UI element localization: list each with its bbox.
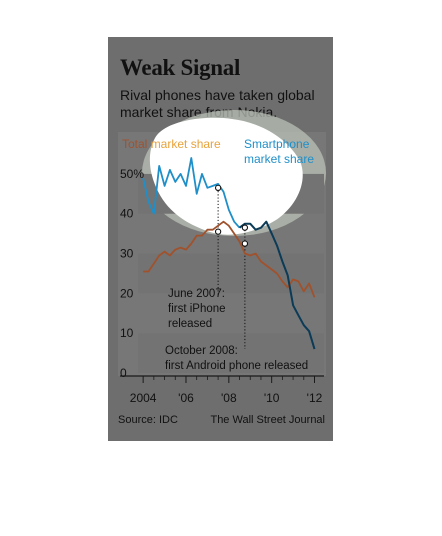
y-tick-label: 30	[120, 247, 134, 261]
chart-title: Weak Signal	[120, 55, 241, 80]
y-tick-label: 20	[120, 286, 134, 300]
legend-smartphone-label: market share	[244, 152, 314, 166]
series-total-line	[143, 220, 316, 298]
y-tick-label: 0	[120, 366, 127, 380]
x-tick-label: '08	[221, 391, 237, 405]
publisher-credit: The Wall Street Journal	[210, 414, 325, 426]
iphone-annotation-label: first iPhone	[168, 303, 226, 315]
y-tick-label: 10	[120, 326, 134, 340]
line-chart: 2004 '06 '08 '10 '12 0 10 20 30 40 50% Total market…	[118, 110, 326, 405]
android-smartphone-marker	[241, 224, 249, 231]
legend-total-label: Total market share	[122, 137, 221, 151]
series-smartphone-line-late	[238, 220, 316, 350]
series-smartphone-line	[142, 157, 241, 229]
android-annotation-label: first Android phone released	[165, 360, 308, 372]
y-tick-label: 40	[120, 207, 134, 221]
source-note: Source: IDC	[118, 414, 178, 426]
legend-smartphone-label: Smartphone	[244, 137, 310, 151]
x-tick-label: '10	[264, 391, 280, 405]
x-tick-label: '12	[307, 391, 323, 405]
android-total-marker	[241, 240, 249, 247]
iphone-annotation-label: released	[168, 318, 212, 330]
x-tick-label: 2004	[130, 391, 157, 405]
android-annotation-label: October 2008:	[165, 345, 238, 357]
y-band	[138, 253, 324, 294]
iphone-total-marker	[214, 228, 222, 235]
y-band	[138, 333, 324, 373]
chart-card: Weak Signal Rival phones have taken glob…	[108, 37, 333, 441]
y-tick-label: 50%	[120, 167, 144, 181]
highlight-blob	[149, 117, 303, 235]
iphone-smartphone-marker	[214, 184, 222, 191]
x-tick-label: '06	[178, 391, 194, 405]
iphone-annotation-label: June 2007:	[168, 288, 225, 300]
